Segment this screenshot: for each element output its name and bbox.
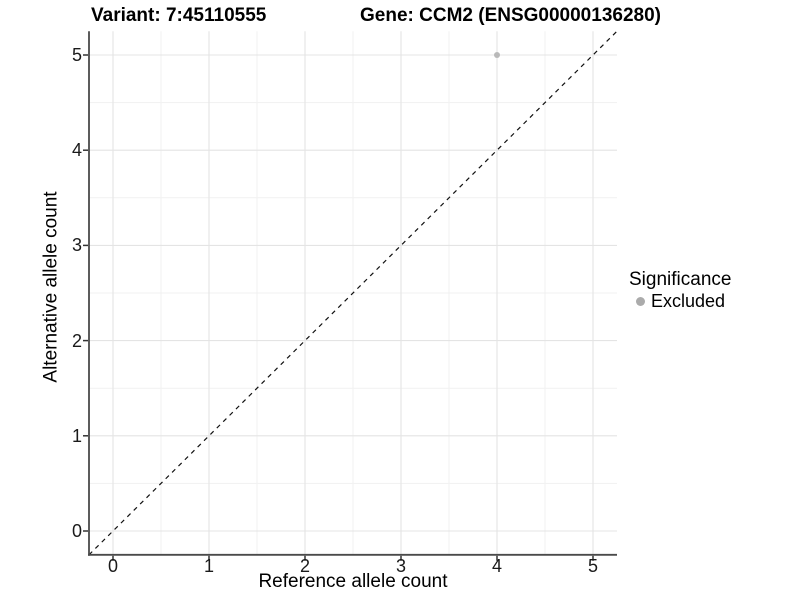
y-tick-label: 2 [71,330,82,351]
x-axis-title: Reference allele count [258,571,448,592]
data-point [494,52,500,58]
x-tick-label: 0 [107,556,118,576]
legend-entries: Excluded [629,291,731,311]
legend-entry-label: Excluded [651,291,726,311]
y-tick-label: 3 [71,235,82,256]
y-tick-label: 4 [71,140,82,161]
x-tick-label: 5 [587,556,598,576]
x-tick-label: 3 [395,556,406,576]
y-tick-label: 5 [71,45,82,65]
legend: Significance Excluded [629,269,731,311]
identity-dashed-line [88,30,618,556]
plot-title-gene: Gene: CCM2 (ENSG00000136280) [360,5,661,26]
y-tick-label: 0 [71,521,82,541]
x-tick-label: 2 [299,556,310,576]
x-tick-label: 4 [491,556,502,576]
legend-key-dot-icon [636,296,645,306]
y-tick-label: 1 [71,425,82,446]
y-axis-title: Alternative allele count [40,191,62,383]
legend-title: Significance [629,269,732,290]
x-tick-label: 1 [203,556,214,576]
legend-entry: Excluded [629,291,731,311]
plot-title-variant: Variant: 7:45110555 [91,5,267,26]
